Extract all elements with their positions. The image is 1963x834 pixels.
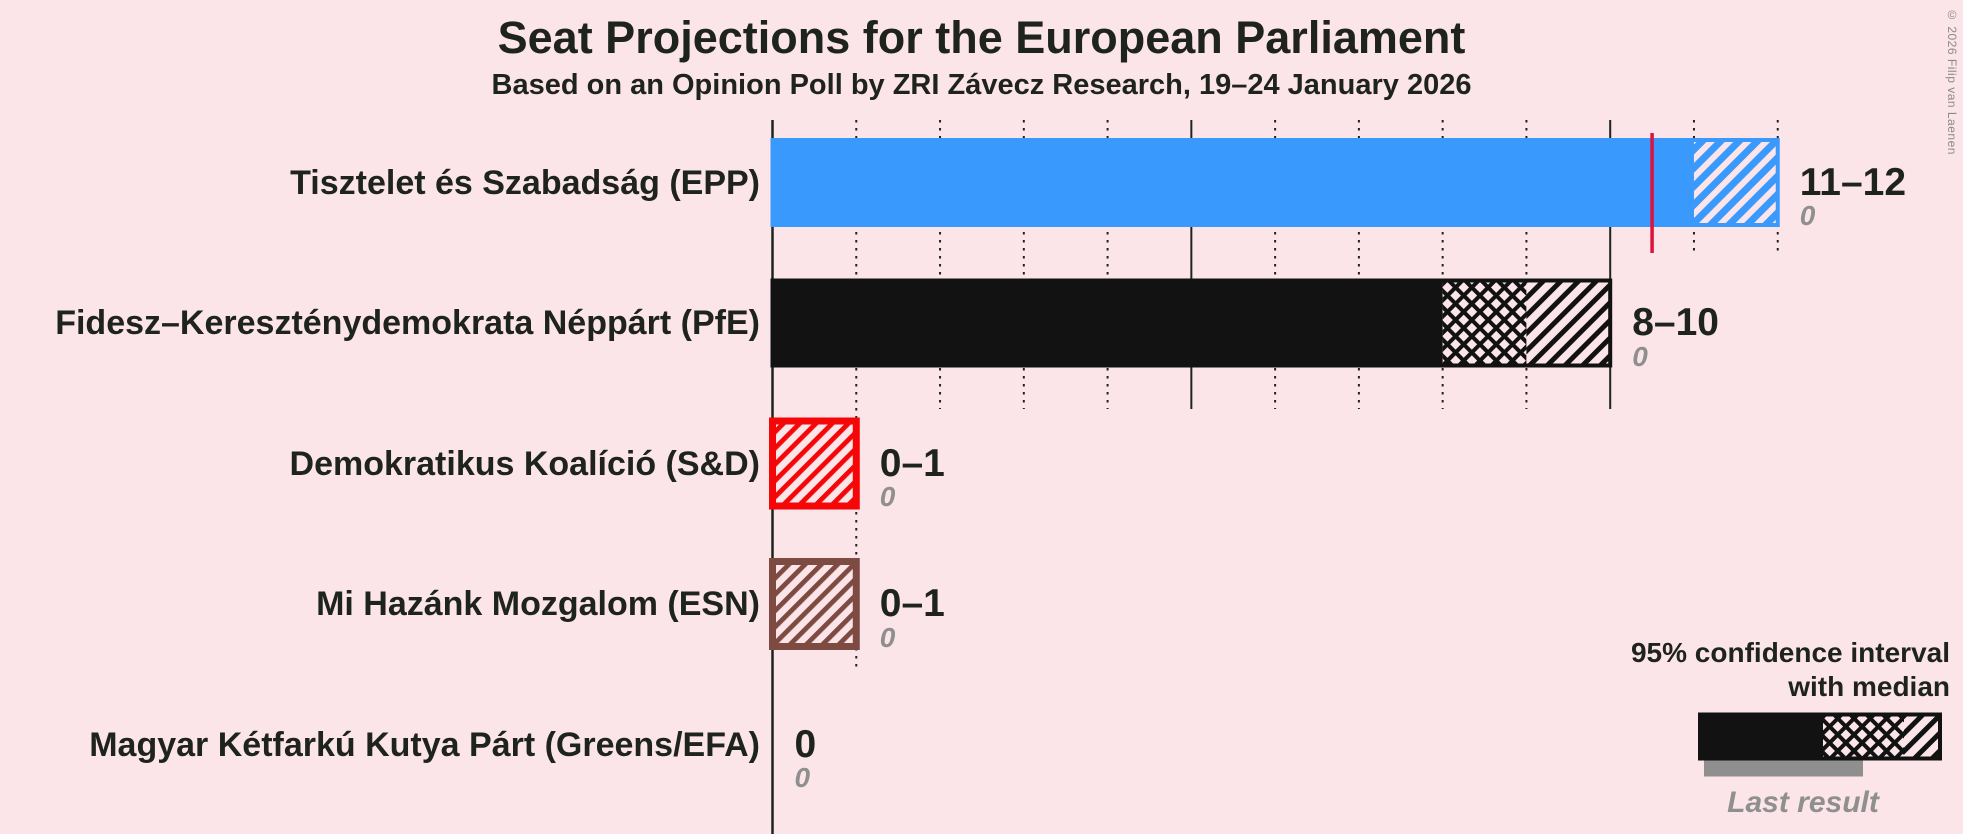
ci-label-1: 8–10 [1632, 301, 1719, 344]
ci-label-4: 0 [794, 722, 817, 766]
ci-label-0: 11–12 [1799, 160, 1907, 204]
ci-label-3: 0–1 [879, 582, 945, 625]
bar-crosshatch-1 [1442, 280, 1527, 366]
last-result-label-1: 0 [1632, 340, 1648, 372]
legend-ci-line1: 95% confidence interval [1630, 637, 1950, 668]
chart-subtitle: Based on an Opinion Poll by ZRI Závecz R… [491, 69, 1472, 101]
bar-diagonal-hatch-2 [772, 421, 857, 506]
bar-diagonal-hatch-0 [1693, 140, 1778, 225]
copyright-text: © 2026 Filip van Laenen [1945, 8, 1959, 155]
bar-solid-0 [772, 140, 1694, 225]
party-label-4: Magyar Kétfarkú Kutya Párt (Greens/EFA) [89, 725, 760, 764]
legend-swatch-solid [1700, 714, 1823, 759]
bar-frame-0 [770, 138, 1780, 227]
legend-last-result-label: Last result [1727, 786, 1879, 819]
chart-title: Seat Projections for the European Parlia… [497, 12, 1466, 63]
last-result-label-2: 0 [879, 481, 896, 512]
bar-frame-1 [770, 278, 1613, 368]
last-result-label-4: 0 [794, 762, 811, 793]
bar-solid-1 [772, 280, 1443, 366]
legend-last-result-bar [1704, 760, 1863, 777]
bar-diagonal-hatch-3 [772, 561, 857, 647]
legend-swatch-frame [1698, 712, 1942, 761]
last-result-label-3: 0 [879, 621, 896, 653]
legend-ci-line2: with median [1788, 671, 1950, 702]
party-label-0: Tisztelet és Szabadság (EPP) [290, 163, 760, 202]
party-label-1: Fidesz–Kereszténydemokrata Néppárt (PfE) [55, 304, 760, 342]
party-label-3: Mi Hazánk Mozgalom (ESN) [316, 585, 760, 623]
bar-frame-3 [769, 558, 860, 650]
bar-frame-2 [769, 417, 860, 510]
party-label-2: Demokratikus Koalíció (S&D) [289, 444, 760, 483]
legend-swatch-diag [1904, 714, 1940, 759]
legend-swatch-cross [1823, 714, 1904, 759]
last-result-label-0: 0 [1799, 200, 1816, 231]
ci-label-2: 0–1 [879, 441, 945, 485]
bar-diagonal-hatch-1 [1526, 280, 1611, 366]
